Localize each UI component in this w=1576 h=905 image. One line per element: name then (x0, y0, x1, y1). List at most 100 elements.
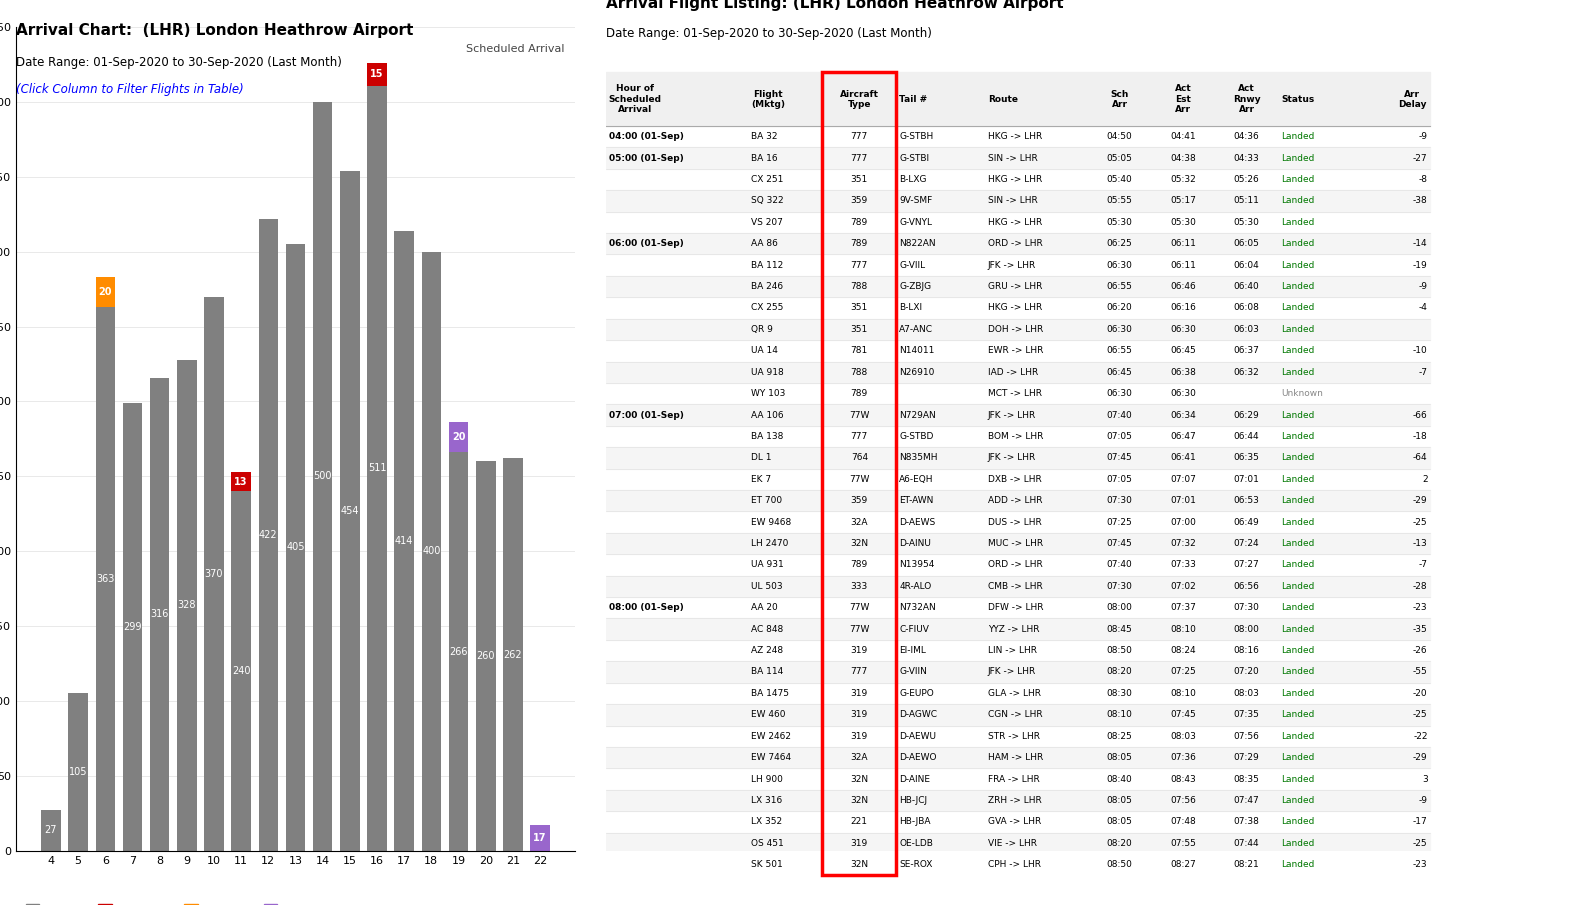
Text: A7-ANC: A7-ANC (900, 325, 933, 334)
Text: 511: 511 (367, 463, 386, 473)
Text: Route: Route (988, 95, 1018, 104)
Text: AA 86: AA 86 (752, 239, 779, 248)
Text: AA 20: AA 20 (752, 604, 779, 613)
Text: -8: -8 (1418, 175, 1428, 184)
Text: Aircraft
Type: Aircraft Type (840, 90, 879, 109)
Text: N14011: N14011 (900, 347, 935, 356)
Text: 07:35: 07:35 (1234, 710, 1259, 719)
Text: 32A: 32A (851, 753, 868, 762)
Text: 105: 105 (69, 767, 87, 777)
Text: 06:29: 06:29 (1234, 411, 1259, 420)
Text: 333: 333 (851, 582, 868, 591)
Text: 07:33: 07:33 (1171, 560, 1196, 569)
Text: -10: -10 (1412, 347, 1428, 356)
Text: SIN -> LHR: SIN -> LHR (988, 154, 1037, 163)
Text: Landed: Landed (1281, 689, 1314, 698)
Text: 06:41: 06:41 (1171, 453, 1196, 462)
Text: FRA -> LHR: FRA -> LHR (988, 775, 1040, 784)
Bar (422, 252, 441, 851)
Text: 07:01: 07:01 (1171, 496, 1196, 505)
Text: N729AN: N729AN (900, 411, 936, 420)
Text: 08:21: 08:21 (1234, 860, 1259, 869)
Text: ORD -> LHR: ORD -> LHR (988, 560, 1043, 569)
Text: Act
Rnwy
Arr: Act Rnwy Arr (1232, 84, 1261, 114)
Text: LX 316: LX 316 (752, 796, 782, 805)
Text: 06:38: 06:38 (1171, 367, 1196, 376)
Text: 07:55: 07:55 (1171, 839, 1196, 848)
Text: 08:00 (01-Sep): 08:00 (01-Sep) (608, 604, 684, 613)
Text: 06:11: 06:11 (1171, 239, 1196, 248)
Bar (340, 171, 359, 851)
Text: 07:00 (01-Sep): 07:00 (01-Sep) (608, 411, 684, 420)
Text: MUC -> LHR: MUC -> LHR (988, 539, 1043, 548)
Text: 08:43: 08:43 (1171, 775, 1196, 784)
Text: 06:11: 06:11 (1171, 261, 1196, 270)
Text: 05:32: 05:32 (1171, 175, 1196, 184)
Text: 07:56: 07:56 (1171, 796, 1196, 805)
Text: -26: -26 (1414, 646, 1428, 655)
Text: 08:40: 08:40 (1106, 775, 1133, 784)
Text: 06:44: 06:44 (1234, 432, 1259, 441)
Text: DXB -> LHR: DXB -> LHR (988, 475, 1042, 484)
Text: 07:00: 07:00 (1171, 518, 1196, 527)
Bar (605, 148, 1431, 169)
Text: UA 14: UA 14 (752, 347, 779, 356)
Text: 32A: 32A (851, 518, 868, 527)
Text: -38: -38 (1412, 196, 1428, 205)
Text: 07:24: 07:24 (1234, 539, 1259, 548)
Text: 351: 351 (851, 303, 868, 312)
Text: SQ 322: SQ 322 (752, 196, 783, 205)
Text: EW 7464: EW 7464 (752, 753, 791, 762)
Text: BA 246: BA 246 (752, 282, 783, 291)
Text: 06:47: 06:47 (1171, 432, 1196, 441)
Bar (605, 576, 1431, 597)
Text: Landed: Landed (1281, 560, 1314, 569)
Text: -29: -29 (1414, 496, 1428, 505)
Text: IAD -> LHR: IAD -> LHR (988, 367, 1039, 376)
Text: Sch
Arr: Sch Arr (1111, 90, 1128, 109)
Text: 08:24: 08:24 (1171, 646, 1196, 655)
Text: 05:26: 05:26 (1234, 175, 1259, 184)
Text: HKG -> LHR: HKG -> LHR (988, 218, 1042, 227)
Text: CX 255: CX 255 (752, 303, 783, 312)
Text: 06:55: 06:55 (1106, 282, 1133, 291)
Bar (314, 102, 333, 851)
Bar (605, 319, 1431, 340)
Text: -25: -25 (1414, 839, 1428, 848)
Text: -55: -55 (1412, 668, 1428, 677)
Bar (123, 403, 142, 851)
Text: 08:03: 08:03 (1171, 732, 1196, 740)
Text: EW 9468: EW 9468 (752, 518, 791, 527)
Text: Arrival Chart:  (LHR) London Heathrow Airport: Arrival Chart: (LHR) London Heathrow Air… (16, 23, 413, 38)
Text: 777: 777 (851, 668, 868, 677)
Text: Landed: Landed (1281, 218, 1314, 227)
Text: -7: -7 (1418, 367, 1428, 376)
Text: EK 7: EK 7 (752, 475, 771, 484)
Text: Landed: Landed (1281, 753, 1314, 762)
Text: 240: 240 (232, 666, 251, 676)
Text: 07:38: 07:38 (1234, 817, 1259, 826)
Text: 08:35: 08:35 (1234, 775, 1259, 784)
Text: 08:10: 08:10 (1171, 624, 1196, 633)
Text: 316: 316 (150, 609, 169, 619)
Text: D-AEWO: D-AEWO (900, 753, 936, 762)
Text: BA 32: BA 32 (752, 132, 777, 141)
Text: 422: 422 (258, 529, 277, 539)
Text: 05:00 (01-Sep): 05:00 (01-Sep) (608, 154, 684, 163)
Bar (449, 423, 468, 452)
Text: LH 900: LH 900 (752, 775, 783, 784)
Text: 789: 789 (851, 560, 868, 569)
Text: 789: 789 (851, 239, 868, 248)
Bar (605, 447, 1431, 469)
Text: CMB -> LHR: CMB -> LHR (988, 582, 1043, 591)
Text: BOM -> LHR: BOM -> LHR (988, 432, 1043, 441)
Text: Landed: Landed (1281, 132, 1314, 141)
Text: 319: 319 (851, 732, 868, 740)
Text: G-VIIL: G-VIIL (900, 261, 925, 270)
Text: 07:45: 07:45 (1106, 453, 1133, 462)
Bar (605, 790, 1431, 811)
Text: 17: 17 (533, 833, 547, 843)
Text: OS 451: OS 451 (752, 839, 783, 848)
Bar (605, 662, 1431, 682)
Text: 299: 299 (123, 622, 142, 632)
